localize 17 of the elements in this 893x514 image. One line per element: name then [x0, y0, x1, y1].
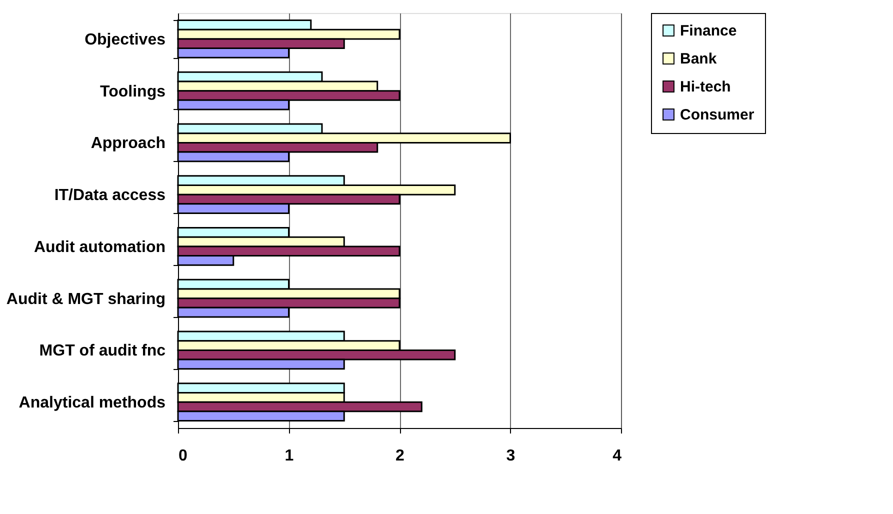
legend-label: Hi-tech	[680, 78, 731, 96]
y-tick-label: Approach	[90, 135, 166, 152]
legend-label: Finance	[680, 22, 737, 40]
legend-label: Consumer	[680, 106, 754, 124]
legend-label: Bank	[680, 50, 718, 68]
y-tick-label: Objectives	[84, 31, 166, 48]
y-tick-label: IT/Data access	[54, 187, 166, 204]
x-tick-label: 0	[178, 448, 188, 464]
y-tick-label: Audit automation	[34, 238, 166, 256]
y-tick-label: MGT of audit fnc	[39, 342, 166, 360]
x-tick-label: 4	[612, 448, 622, 464]
x-tick-label: 3	[506, 448, 516, 464]
y-tick-label: Toolings	[100, 83, 166, 100]
y-tick-label: Audit & MGT sharing	[6, 290, 166, 308]
y-tick-label: Analytical methods	[18, 394, 166, 412]
x-tick-label: 2	[396, 448, 405, 464]
x-tick-label: 1	[284, 448, 294, 464]
